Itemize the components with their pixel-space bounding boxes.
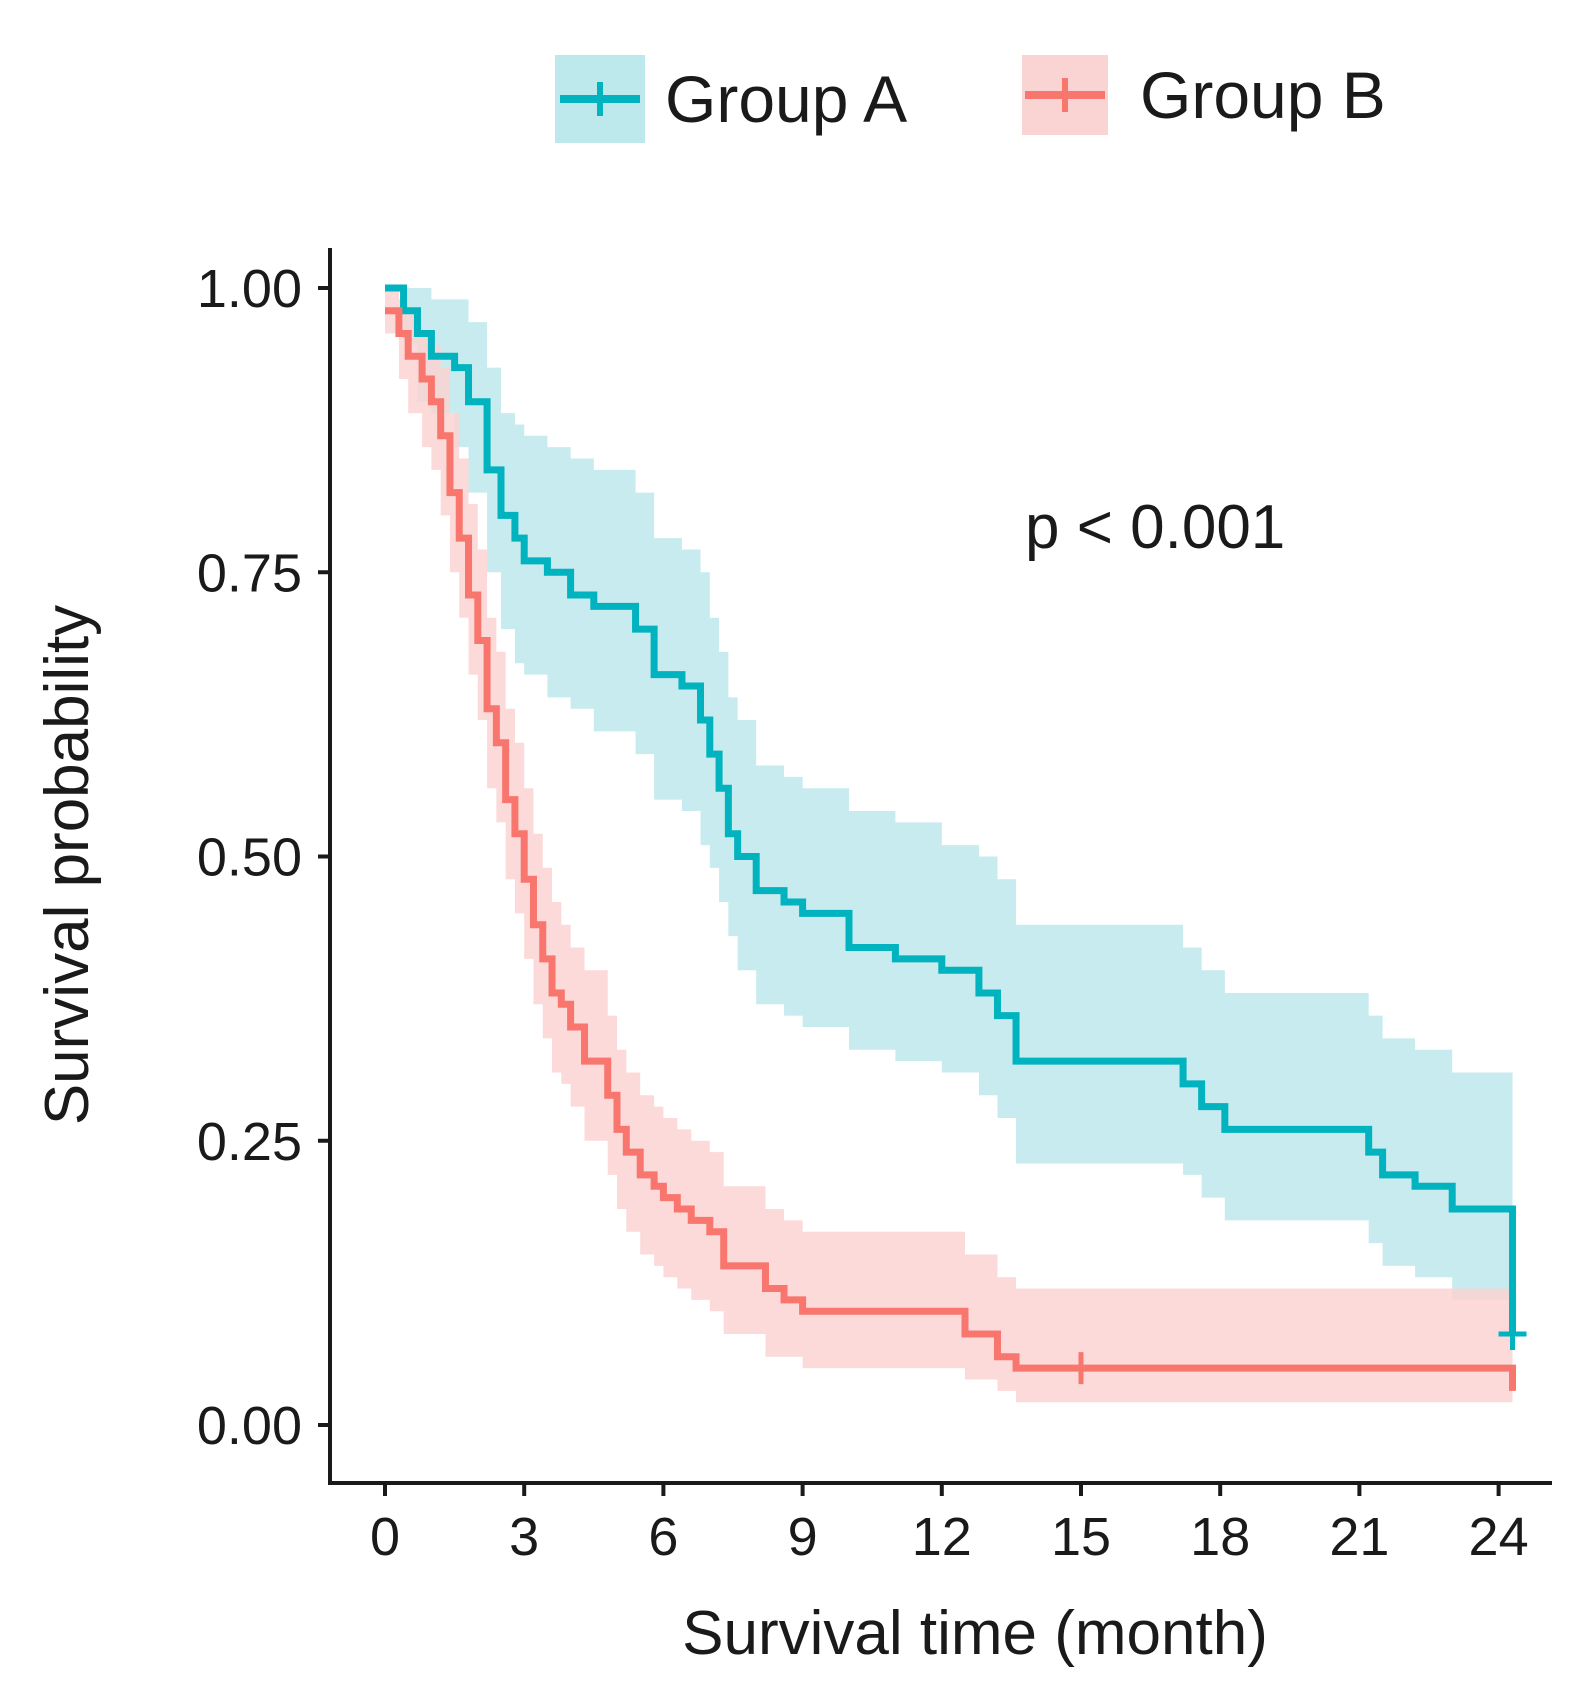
- x-tick-label: 18: [1190, 1507, 1250, 1567]
- y-axis-ticks: 0.00 0.25 0.50 0.75 1.00: [197, 259, 330, 1456]
- x-tick-label: 24: [1469, 1507, 1529, 1567]
- y-tick-label: 0.25: [197, 1112, 302, 1172]
- y-tick-label: 1.00: [197, 259, 302, 319]
- legend-label-group-a: Group A: [665, 62, 907, 136]
- x-tick-label: 21: [1329, 1507, 1389, 1567]
- confidence-band-group-b: [385, 288, 1513, 1403]
- x-axis-ticks: 0 3 6 9 12 15 18 21 24: [370, 1483, 1529, 1567]
- x-tick-label: 9: [788, 1507, 818, 1567]
- censor-mark-group-b: [1067, 1352, 1095, 1385]
- x-axis-title: Survival time (month): [682, 1599, 1268, 1668]
- legend-label-group-b: Group B: [1140, 58, 1386, 132]
- confidence-band-group-a: [385, 288, 1513, 1335]
- x-tick-label: 3: [509, 1507, 539, 1567]
- censor-mark-group-a: [1498, 1318, 1527, 1351]
- x-tick-label: 15: [1051, 1507, 1111, 1567]
- survival-curve-group-b: [385, 307, 1517, 1391]
- survival-curve-group-a: [385, 284, 1517, 1335]
- censor-marks: [1067, 1318, 1527, 1385]
- x-tick-label: 12: [912, 1507, 972, 1567]
- x-tick-label: 0: [370, 1507, 400, 1567]
- y-tick-label: 0.50: [197, 828, 302, 888]
- y-axis-title: Survival probability: [33, 605, 102, 1125]
- y-tick-label: 0.00: [197, 1396, 302, 1456]
- legend: Group A Group B: [555, 55, 1386, 143]
- legend-item-group-a: Group A: [555, 55, 907, 143]
- survival-curves: [385, 284, 1517, 1391]
- confidence-bands: [385, 288, 1513, 1403]
- y-tick-label: 0.75: [197, 543, 302, 603]
- legend-item-group-b: Group B: [1022, 55, 1386, 135]
- p-value-annotation: p < 0.001: [1025, 493, 1285, 562]
- x-tick-label: 6: [648, 1507, 678, 1567]
